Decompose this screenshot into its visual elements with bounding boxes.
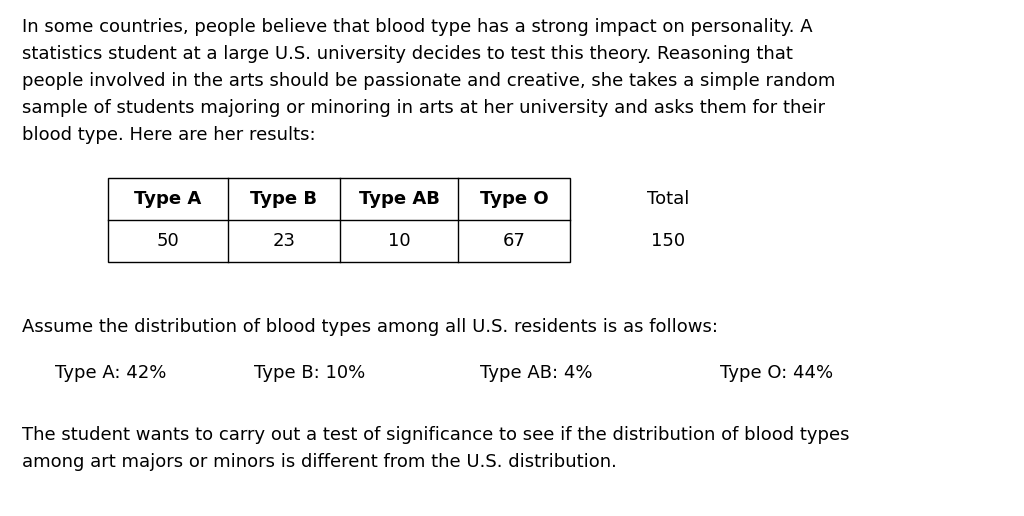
Text: Type O: Type O [479, 190, 548, 208]
Text: Type A: Type A [134, 190, 202, 208]
Text: statistics student at a large U.S. university decides to test this theory. Reaso: statistics student at a large U.S. unive… [22, 45, 793, 63]
Text: 23: 23 [272, 232, 296, 250]
Text: The student wants to carry out a test of significance to see if the distribution: The student wants to carry out a test of… [22, 426, 850, 444]
Text: Type AB: 4%: Type AB: 4% [480, 364, 593, 382]
Text: among art majors or minors is different from the U.S. distribution.: among art majors or minors is different … [22, 453, 616, 471]
Bar [108, 178, 570, 262]
Text: Type AB: Type AB [358, 190, 439, 208]
Text: 67: 67 [503, 232, 525, 250]
Text: In some countries, people believe that blood type has a strong impact on persona: In some countries, people believe that b… [22, 18, 813, 36]
Text: Type B: 10%: Type B: 10% [254, 364, 366, 382]
Text: sample of students majoring or minoring in arts at her university and asks them : sample of students majoring or minoring … [22, 99, 825, 117]
Text: Type B: Type B [251, 190, 317, 208]
Text: 10: 10 [388, 232, 411, 250]
Text: 150: 150 [651, 232, 685, 250]
Text: Assume the distribution of blood types among all U.S. residents is as follows:: Assume the distribution of blood types a… [22, 318, 718, 336]
Text: blood type. Here are her results:: blood type. Here are her results: [22, 126, 315, 144]
Text: 50: 50 [157, 232, 179, 250]
Text: Type O: 44%: Type O: 44% [720, 364, 834, 382]
Text: Total: Total [647, 190, 689, 208]
Text: people involved in the arts should be passionate and creative, she takes a simpl: people involved in the arts should be pa… [22, 72, 836, 90]
Text: Type A: 42%: Type A: 42% [55, 364, 166, 382]
